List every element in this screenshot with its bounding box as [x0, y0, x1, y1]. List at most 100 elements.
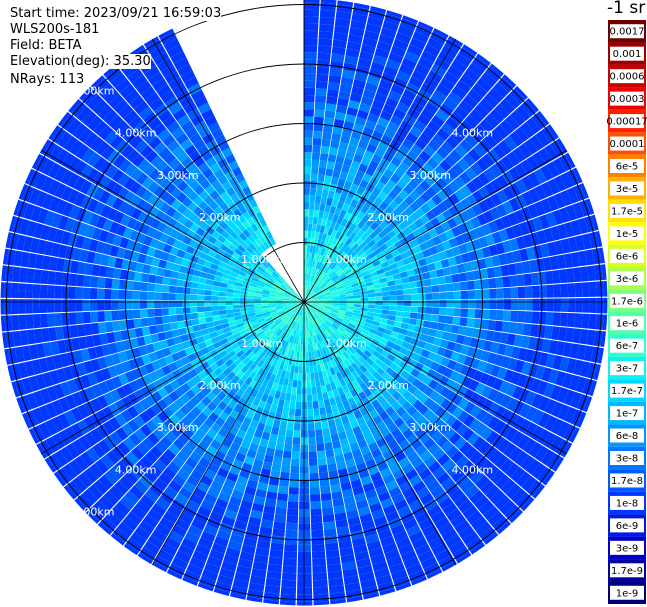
- data-bin: [577, 217, 589, 235]
- data-bin: [305, 344, 309, 352]
- data-bin: [446, 307, 454, 316]
- data-bin: [304, 296, 310, 302]
- data-bin: [266, 491, 278, 500]
- data-bin: [318, 167, 327, 176]
- data-bin: [202, 451, 215, 463]
- data-bin: [448, 432, 462, 445]
- data-bin: [422, 126, 436, 139]
- data-bin: [395, 32, 412, 44]
- data-bin: [255, 313, 264, 318]
- data-bin: [316, 278, 322, 286]
- data-bin: [265, 577, 281, 587]
- data-bin: [7, 365, 15, 382]
- data-bin: [557, 404, 570, 421]
- data-bin: [455, 79, 472, 94]
- data-bin: [198, 211, 209, 222]
- data-bin: [317, 217, 323, 226]
- data-bin: [232, 293, 241, 298]
- data-bin: [472, 370, 484, 382]
- data-bin: [433, 354, 444, 365]
- data-bin: [311, 275, 315, 283]
- data-bin: [227, 399, 238, 410]
- data-bin: [6, 249, 16, 266]
- data-bin: [573, 359, 584, 376]
- data-bin: [348, 261, 356, 269]
- data-bin: [428, 461, 442, 474]
- data-bin: [262, 378, 270, 387]
- data-bin: [260, 334, 268, 342]
- data-bin: [333, 505, 346, 515]
- colorbar-label-bg: [610, 114, 644, 129]
- data-bin: [318, 333, 324, 342]
- data-bin: [197, 582, 214, 592]
- data-bin: [194, 263, 204, 272]
- data-bin: [339, 294, 347, 298]
- data-bin: [559, 207, 571, 223]
- data-bin: [339, 353, 347, 362]
- data-bin: [275, 345, 282, 353]
- data-bin: [271, 382, 279, 391]
- data-bin: [340, 275, 348, 281]
- data-bin: [544, 415, 558, 432]
- data-bin: [61, 299, 69, 313]
- data-bin: [337, 178, 346, 188]
- data-bin: [467, 62, 485, 77]
- data-bin: [418, 132, 432, 145]
- data-bin: [242, 356, 251, 365]
- data-bin: [447, 91, 463, 106]
- data-bin: [276, 306, 284, 310]
- data-bin: [512, 224, 523, 238]
- data-bin: [412, 399, 424, 411]
- data-bin: [214, 450, 226, 461]
- data-bin: [226, 390, 236, 400]
- data-bin: [115, 341, 125, 353]
- data-bin: [93, 500, 110, 517]
- data-bin: [37, 239, 47, 255]
- data-bin: [275, 300, 283, 302]
- data-bin: [349, 523, 363, 533]
- data-bin: [365, 281, 374, 287]
- data-bin: [353, 2, 370, 10]
- data-bin: [219, 314, 228, 320]
- data-bin: [296, 315, 300, 323]
- data-bin: [431, 285, 440, 293]
- data-bin: [465, 465, 480, 479]
- data-bin: [383, 328, 393, 336]
- data-bin: [463, 68, 480, 83]
- data-bin: [344, 237, 353, 246]
- data-bin: [140, 424, 153, 437]
- data-bin: [321, 347, 328, 356]
- data-bin: [406, 269, 415, 277]
- data-bin: [420, 203, 431, 214]
- data-bin: [114, 480, 129, 496]
- data-bin: [220, 256, 230, 265]
- data-bin: [249, 575, 266, 585]
- data-bin: [391, 401, 402, 412]
- data-bin: [504, 344, 514, 358]
- data-bin: [351, 331, 360, 338]
- data-bin: [341, 277, 349, 283]
- data-bin: [377, 326, 386, 334]
- data-bin: [271, 359, 278, 368]
- data-bin: [365, 217, 375, 227]
- data-bin: [401, 138, 415, 150]
- data-bin: [258, 384, 267, 394]
- data-bin: [364, 489, 378, 500]
- data-bin: [228, 362, 238, 372]
- data-bin: [272, 343, 279, 352]
- data-bin: [214, 416, 226, 428]
- data-bin: [476, 53, 491, 66]
- data-bin: [485, 233, 496, 246]
- data-bin: [380, 497, 394, 509]
- data-bin: [176, 192, 188, 204]
- data-bin: [190, 312, 199, 320]
- data-bin: [435, 83, 451, 97]
- data-bin: [198, 370, 208, 381]
- data-bin: [320, 284, 328, 290]
- data-bin: [121, 259, 131, 270]
- data-bin: [312, 393, 318, 402]
- data-bin: [428, 413, 440, 426]
- data-bin: [61, 312, 70, 326]
- data-bin: [442, 266, 452, 276]
- data-bin: [122, 339, 132, 351]
